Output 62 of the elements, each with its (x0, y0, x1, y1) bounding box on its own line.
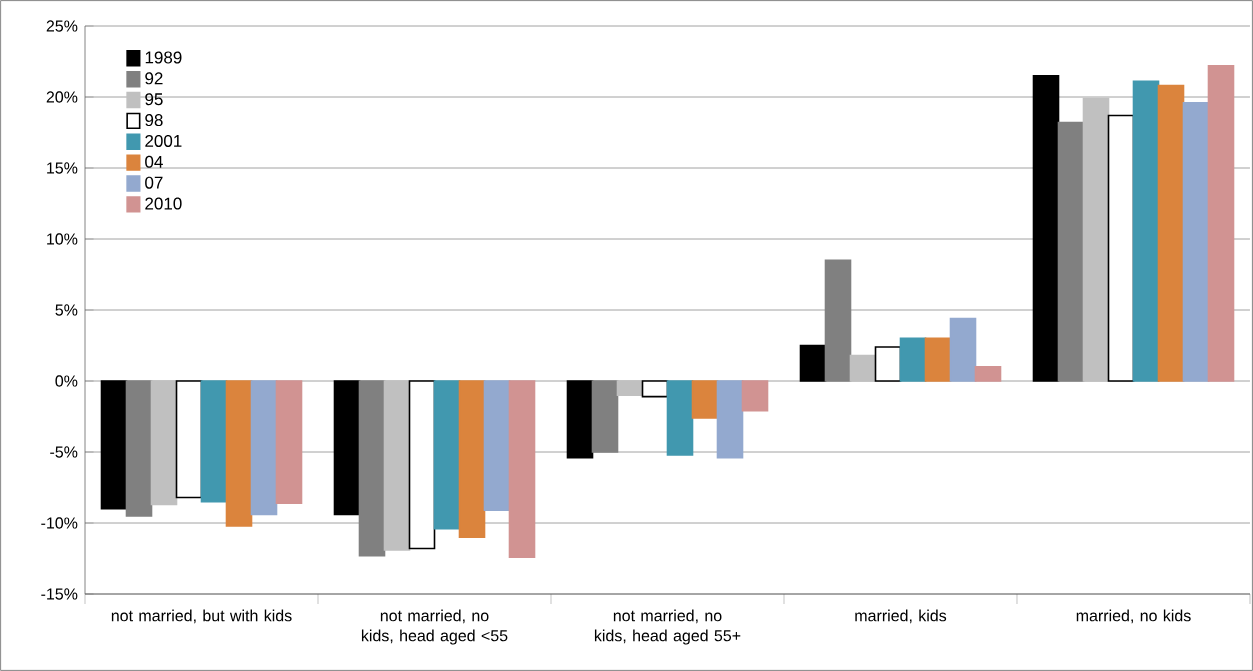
x-tick-label: not married, no kids, head aged <55 (361, 609, 508, 645)
bar (508, 380, 536, 558)
bar (849, 354, 877, 382)
bar (1182, 101, 1210, 382)
legend-label: 92 (145, 72, 163, 85)
y-tick-label: 5% (55, 304, 78, 316)
legend-label: 2010 (145, 197, 182, 210)
bar (824, 259, 852, 382)
bar (924, 337, 952, 382)
bar (200, 380, 228, 503)
legend-label: 07 (145, 176, 163, 189)
x-tick-label: not married, no kids, head aged 55+ (594, 609, 741, 645)
y-tick-label: -10% (41, 517, 78, 529)
bar (716, 380, 744, 459)
bar (383, 380, 411, 551)
bar (666, 380, 694, 456)
bar (799, 344, 827, 382)
y-tick-label: 25% (46, 20, 78, 32)
bar (125, 380, 153, 517)
bar (175, 380, 203, 499)
bar (899, 337, 927, 382)
legend-label: 95 (145, 93, 163, 106)
y-tick-label: 15% (47, 162, 78, 174)
bar (591, 380, 619, 453)
bar (333, 380, 361, 516)
bar (250, 380, 278, 516)
bar (275, 380, 303, 504)
bar (150, 380, 178, 506)
bar (1207, 64, 1235, 382)
bar (408, 380, 436, 550)
bar (1057, 121, 1085, 382)
legend-label: 1989 (145, 51, 182, 64)
y-tick-label: -5% (50, 446, 78, 458)
x-tick-label: not married, but with kids (111, 609, 292, 624)
x-tick-label: married, no kids (1076, 609, 1191, 624)
y-tick-label: 0% (55, 375, 78, 387)
bar (100, 380, 128, 510)
y-tick-label: 20% (46, 91, 78, 103)
bar (1157, 84, 1185, 382)
bar (225, 380, 253, 527)
bar (874, 346, 902, 382)
bar (358, 380, 386, 557)
bar (458, 380, 486, 538)
legend-label: 2001 (145, 134, 182, 147)
bar (949, 317, 977, 382)
bar (974, 366, 1002, 382)
bar (566, 380, 594, 459)
bar (741, 380, 769, 412)
bar (1032, 74, 1060, 382)
legend-label: 04 (145, 155, 163, 168)
bar (433, 380, 461, 530)
bar (483, 380, 511, 512)
bar (616, 380, 644, 397)
legend-label: 98 (145, 114, 163, 127)
bar (1132, 80, 1160, 382)
y-tick-label: 10% (47, 233, 78, 245)
y-tick-label: -15% (41, 588, 78, 600)
bar (1107, 114, 1135, 382)
bar (1082, 97, 1110, 382)
bar (691, 380, 719, 419)
bar (641, 380, 669, 398)
x-tick-label: married, kids (855, 609, 947, 624)
